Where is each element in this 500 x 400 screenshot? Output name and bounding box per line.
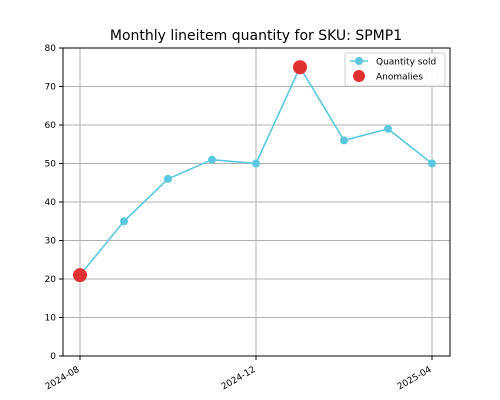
legend-label-anomalies: Anomalies [376, 73, 423, 83]
y-tick-label: 30 [45, 237, 57, 247]
point-anomaly [73, 268, 87, 283]
point-quantity-sold [120, 217, 128, 226]
legend-marker-quantity-sold [355, 57, 363, 65]
point-quantity-sold [384, 124, 392, 133]
y-tick-label: 40 [45, 198, 57, 208]
y-tick-label: 10 [45, 314, 57, 324]
legend: Quantity sold Anomalies [344, 52, 446, 87]
series-layer [73, 60, 436, 283]
legend-box [344, 52, 446, 87]
y-tick-label: 50 [45, 160, 57, 170]
point-quantity-sold [208, 155, 216, 164]
point-quantity-sold [252, 159, 260, 168]
y-axis: 0 10 20 30 40 50 60 70 80 [45, 44, 63, 362]
y-tick-label: 60 [45, 121, 57, 131]
legend-label-quantity-sold: Quantity sold [376, 58, 436, 68]
point-anomaly [293, 60, 307, 75]
point-quantity-sold [340, 136, 348, 145]
point-quantity-sold [164, 174, 172, 183]
chart-title: Monthly lineitem quantity for SKU: SPMP1 [110, 28, 402, 44]
y-tick-label: 70 [45, 83, 57, 93]
y-tick-label: 80 [45, 44, 57, 54]
y-tick-label: 0 [50, 352, 56, 362]
legend-marker-anomalies [353, 70, 365, 82]
y-tick-label: 20 [45, 275, 57, 285]
point-quantity-sold [428, 159, 436, 168]
